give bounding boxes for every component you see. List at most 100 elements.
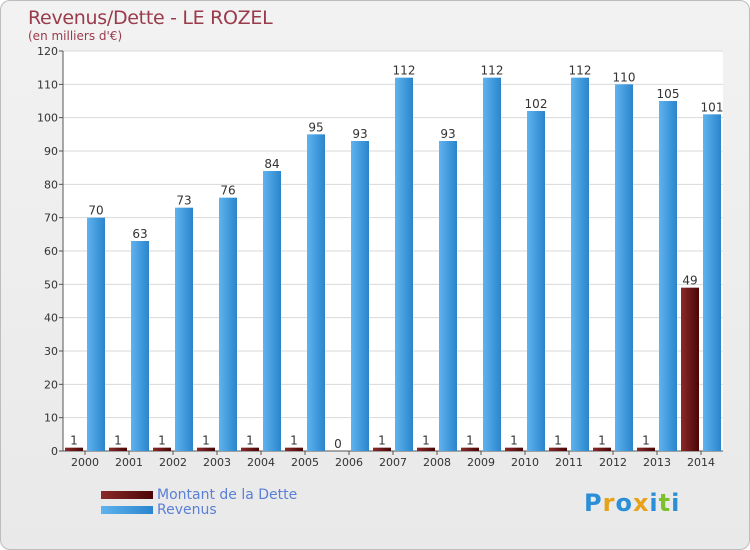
data-label-revenus: 93 bbox=[352, 127, 367, 141]
data-label-dette: 1 bbox=[70, 434, 78, 448]
data-label-revenus: 112 bbox=[393, 64, 416, 78]
data-label-dette: 1 bbox=[466, 434, 474, 448]
logo-letter: P bbox=[584, 489, 603, 517]
logo-letter: r bbox=[602, 489, 616, 517]
proxiti-logo: Proxiti bbox=[584, 489, 680, 517]
data-label-revenus: 105 bbox=[657, 87, 680, 101]
bar-revenus bbox=[703, 114, 721, 451]
logo-letter: o bbox=[615, 489, 633, 517]
bar-revenus bbox=[527, 111, 545, 451]
x-tick-label: 2013 bbox=[643, 456, 671, 469]
data-label-dette: 1 bbox=[422, 434, 430, 448]
bar-dette bbox=[109, 447, 127, 451]
y-tick-label: 60 bbox=[44, 245, 58, 258]
bar-revenus bbox=[483, 77, 501, 452]
bar-dette bbox=[637, 447, 655, 451]
data-label-dette: 1 bbox=[158, 434, 166, 448]
x-tick-label: 2005 bbox=[291, 456, 319, 469]
x-tick-label: 2006 bbox=[335, 456, 363, 469]
data-label-dette: 1 bbox=[510, 434, 518, 448]
bar-dette bbox=[285, 447, 303, 451]
bar-revenus bbox=[615, 84, 633, 451]
y-tick-label: 30 bbox=[44, 345, 58, 358]
bar-revenus bbox=[175, 207, 193, 451]
chart-title: Revenus/Dette - LE ROZEL bbox=[28, 7, 273, 29]
y-tick-label: 50 bbox=[44, 278, 58, 291]
bar-revenus bbox=[307, 134, 325, 452]
x-tick-label: 2009 bbox=[467, 456, 495, 469]
bar-revenus bbox=[131, 241, 149, 451]
bar-dette bbox=[197, 447, 215, 451]
chart-subtitle: (en milliers d'€) bbox=[28, 29, 123, 43]
data-label-dette: 1 bbox=[642, 434, 650, 448]
y-tick-label: 110 bbox=[37, 78, 58, 91]
y-tick-label: 20 bbox=[44, 378, 58, 391]
data-label-dette: 1 bbox=[378, 434, 386, 448]
bar-dette bbox=[505, 447, 523, 451]
x-tick-label: 2000 bbox=[71, 456, 99, 469]
bar-revenus bbox=[219, 197, 237, 451]
data-label-dette: 1 bbox=[202, 434, 210, 448]
logo-letter: i bbox=[649, 489, 659, 517]
bar-dette bbox=[241, 447, 259, 451]
data-label-revenus: 110 bbox=[613, 70, 636, 84]
data-label-dette: 1 bbox=[554, 434, 562, 448]
y-tick-label: 80 bbox=[44, 178, 58, 191]
bar-dette bbox=[417, 447, 435, 451]
bar-dette bbox=[549, 447, 567, 451]
data-label-revenus: 112 bbox=[569, 64, 592, 78]
y-tick-label: 100 bbox=[37, 112, 58, 125]
bar-dette bbox=[593, 447, 611, 451]
data-label-revenus: 102 bbox=[525, 97, 548, 111]
data-label-revenus: 112 bbox=[481, 64, 504, 78]
x-tick-label: 2008 bbox=[423, 456, 451, 469]
legend-label-dette: Montant de la Dette bbox=[157, 487, 298, 503]
x-tick-label: 2014 bbox=[687, 456, 715, 469]
legend-swatch-dette bbox=[101, 491, 153, 499]
bar-revenus bbox=[351, 141, 369, 451]
x-tick-label: 2012 bbox=[599, 456, 627, 469]
y-tick-label: 0 bbox=[51, 445, 58, 458]
y-tick-label: 40 bbox=[44, 312, 58, 325]
logo-letter: t bbox=[658, 489, 672, 517]
x-tick-label: 2001 bbox=[115, 456, 143, 469]
data-label-dette: 1 bbox=[114, 434, 122, 448]
data-label-revenus: 101 bbox=[701, 100, 724, 114]
bar-dette bbox=[681, 287, 699, 451]
y-tick-label: 90 bbox=[44, 145, 58, 158]
data-label-dette: 1 bbox=[246, 434, 254, 448]
logo-letter: x bbox=[632, 489, 650, 517]
logo-letter: i bbox=[671, 489, 681, 517]
bar-dette bbox=[153, 447, 171, 451]
bar-dette bbox=[373, 447, 391, 451]
data-label-revenus: 73 bbox=[176, 194, 191, 208]
bar-revenus bbox=[439, 141, 457, 451]
data-label-revenus: 63 bbox=[132, 227, 147, 241]
bar-dette bbox=[461, 447, 479, 451]
data-label-revenus: 95 bbox=[308, 120, 323, 134]
data-label-dette: 49 bbox=[682, 274, 697, 288]
data-label-dette: 1 bbox=[598, 434, 606, 448]
data-label-dette: 1 bbox=[290, 434, 298, 448]
x-tick-label: 2004 bbox=[247, 456, 275, 469]
x-tick-label: 2011 bbox=[555, 456, 583, 469]
bar-revenus bbox=[659, 101, 677, 451]
bar-revenus bbox=[571, 77, 589, 452]
data-label-revenus: 70 bbox=[88, 204, 103, 218]
x-tick-label: 2002 bbox=[159, 456, 187, 469]
bar-revenus bbox=[263, 171, 281, 451]
x-tick-label: 2010 bbox=[511, 456, 539, 469]
legend-item-revenus: Revenus bbox=[101, 502, 401, 518]
legend-label-revenus: Revenus bbox=[157, 502, 217, 518]
bar-dette bbox=[65, 447, 83, 451]
data-label-revenus: 76 bbox=[220, 184, 235, 198]
y-tick-label: 70 bbox=[44, 212, 58, 225]
legend-item-dette: Montant de la Dette bbox=[101, 487, 401, 503]
x-tick-label: 2007 bbox=[379, 456, 407, 469]
y-tick-label: 120 bbox=[37, 45, 58, 58]
data-label-revenus: 84 bbox=[264, 157, 279, 171]
data-label-revenus: 93 bbox=[440, 127, 455, 141]
y-tick-label: 10 bbox=[44, 412, 58, 425]
